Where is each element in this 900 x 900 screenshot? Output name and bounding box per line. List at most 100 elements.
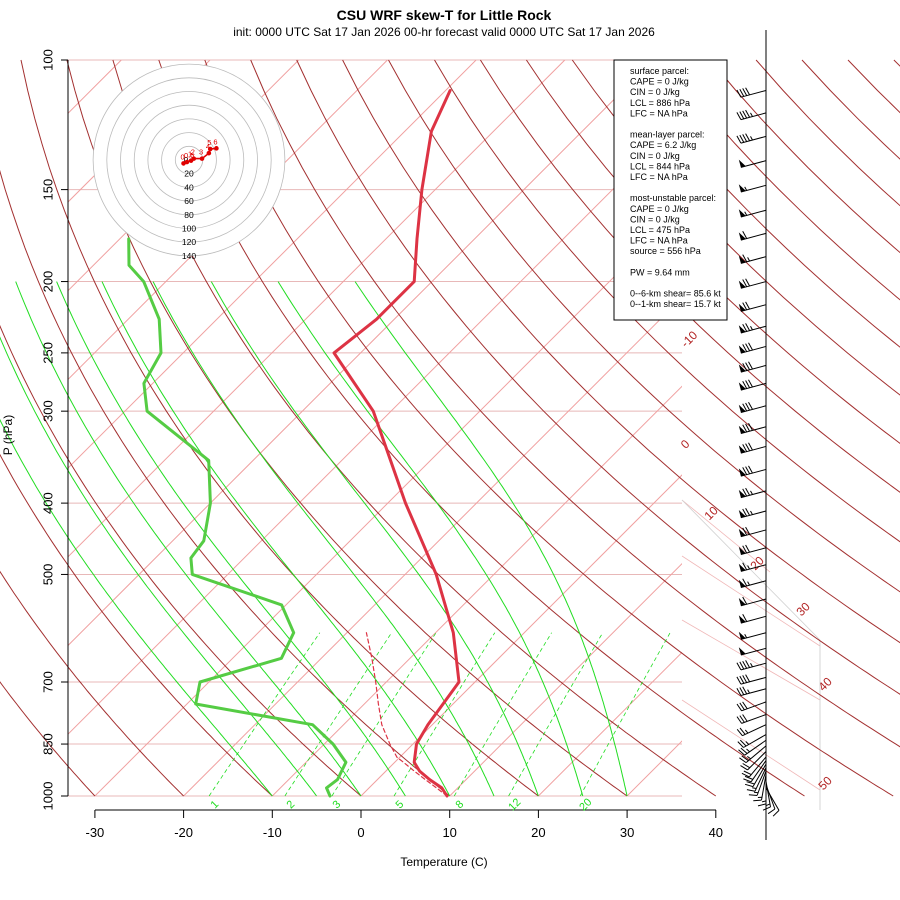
info-line: CIN = 0 J/kg — [630, 87, 680, 97]
wind-barb — [736, 674, 767, 685]
wind-barb-pennant — [738, 184, 746, 192]
wind-barb — [738, 342, 767, 354]
wind-barb-flag — [744, 783, 754, 788]
info-line: 0--1-km shear= 15.7 kt — [630, 299, 721, 309]
mixing-ratio-label: 1 — [208, 798, 221, 811]
isotherm-20 — [538, 651, 682, 796]
wind-barb-pennant — [738, 528, 746, 537]
mixing-ratio-12 — [508, 632, 604, 797]
hodograph-ring-label: 60 — [184, 196, 194, 206]
isotherm--30 — [94, 208, 682, 796]
wind-barb — [744, 763, 767, 788]
mixing-ratio-label: 5 — [393, 798, 406, 811]
wind-barb-flag — [742, 110, 748, 119]
wind-barb-staff — [740, 405, 767, 413]
hodograph-ring — [147, 118, 231, 202]
mixing-ratio-label: 12 — [506, 796, 523, 813]
dry-adiabat — [66, 59, 628, 797]
hodograph-ring-label: 40 — [184, 182, 194, 192]
wind-barb — [738, 631, 767, 640]
hodograph-point — [214, 146, 219, 151]
dry-adiabat — [388, 59, 900, 593]
wind-barb-flag — [736, 716, 743, 724]
wind-barb-pennant — [738, 546, 746, 555]
wind-barb-staff — [748, 756, 767, 778]
wind-barb-staff — [740, 647, 767, 656]
y-tick-label: 1000 — [41, 782, 56, 811]
hodograph-point — [184, 159, 190, 165]
wind-barb-pennant — [738, 598, 746, 606]
parcel-path-line — [365, 632, 448, 797]
wind-barb — [738, 254, 767, 264]
wind-barb-flag — [742, 403, 748, 412]
wind-barb-halfflag — [744, 211, 748, 216]
wind-barb-flag — [736, 89, 742, 98]
info-line: LCL = 844 hPa — [630, 161, 690, 171]
dry-adiabat — [847, 59, 900, 114]
wind-barb-pennant — [738, 345, 746, 354]
wind-barb-staff — [750, 760, 767, 783]
hodograph-ring-label: 100 — [182, 224, 196, 234]
wind-barb-flag — [748, 379, 753, 388]
mixing-ratio-label: 20 — [577, 796, 594, 813]
wind-barb-staff — [740, 580, 767, 588]
wind-barb-staff — [740, 445, 767, 454]
dry-adiabat — [0, 453, 273, 797]
info-line: LFC = NA hPa — [630, 172, 688, 182]
wind-barb-staff — [740, 382, 767, 391]
wind-barb-flag — [742, 596, 748, 605]
wind-barb-flag — [742, 578, 748, 587]
wind-barb-flag — [745, 526, 751, 535]
wind-barb-flag — [745, 507, 751, 516]
wind-barb-flag — [745, 278, 751, 287]
wind-barb — [738, 159, 767, 168]
dry-adiabat — [342, 59, 900, 644]
moist-adiabat — [0, 418, 273, 797]
wind-barb-flag — [742, 660, 748, 669]
wind-barb-flag — [745, 544, 751, 553]
wind-barb — [740, 751, 767, 771]
wind-barb-staff — [740, 547, 767, 555]
wind-barb-flag — [745, 301, 751, 310]
wind-barb-staff — [740, 89, 767, 98]
wind-barb-flag — [757, 803, 767, 807]
wind-barb — [743, 760, 767, 783]
wind-barb-flag — [742, 675, 748, 683]
dewpoint-line — [127, 237, 348, 798]
wind-barb-staff — [740, 304, 767, 312]
hodograph-ring — [106, 77, 272, 243]
wind-barb — [736, 660, 767, 671]
wind-barb-pennant — [738, 510, 746, 518]
wind-barb-flag — [745, 443, 751, 452]
wind-barb-staff — [741, 701, 767, 712]
wind-barb-halfflag — [744, 186, 748, 191]
wind-barb-flag — [745, 466, 751, 475]
info-line: CAPE = 0 J/kg — [630, 77, 689, 87]
dry-adiabat — [434, 59, 900, 543]
wind-barb-flag — [742, 381, 748, 389]
wind-barb-staff — [740, 256, 767, 264]
grid-extension — [681, 499, 771, 573]
wind-barb-flag — [742, 323, 748, 332]
mixing-ratio-3 — [331, 632, 437, 797]
wind-barb-flag — [745, 343, 751, 352]
x-tick-label: 20 — [531, 825, 545, 840]
wind-barb-flag — [748, 401, 753, 410]
isotherm-40 — [716, 60, 900, 796]
wind-barb-flag — [745, 323, 751, 331]
wind-barb-flag — [745, 87, 751, 96]
mixing-ratio-8 — [453, 632, 552, 797]
wind-barb-staff — [740, 490, 767, 499]
sounding-profiles — [127, 89, 461, 798]
info-line: LFC = NA hPa — [630, 236, 688, 246]
wind-barb-pennant — [738, 303, 746, 312]
wind-barb — [738, 184, 767, 193]
wind-barb-flag — [742, 562, 748, 571]
wind-barb-flag — [742, 614, 748, 622]
moist-adiabat — [277, 281, 584, 797]
wind-barb-flag — [753, 799, 762, 802]
wind-barb-halfflag — [747, 565, 751, 570]
x-tick-label: 40 — [709, 825, 723, 840]
isobar-lines — [68, 59, 821, 810]
